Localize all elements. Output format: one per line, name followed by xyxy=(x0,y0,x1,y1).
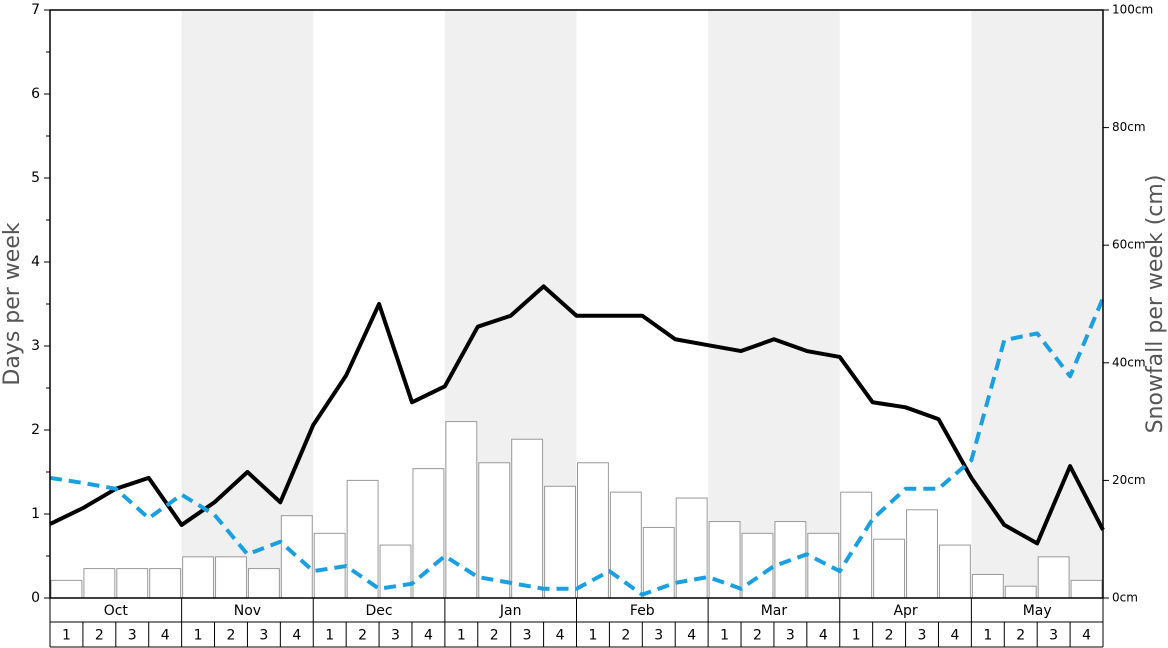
y-tick-label: 1 xyxy=(31,506,40,522)
x-tick-label: 2 xyxy=(621,628,630,644)
x-tick-label: 3 xyxy=(391,628,400,644)
x-tick-label: 2 xyxy=(753,628,762,644)
y2-tick-label: 40cm xyxy=(1112,355,1146,369)
month-label: Oct xyxy=(104,603,129,619)
month-label: May xyxy=(1023,603,1052,619)
x-tick-label: 1 xyxy=(983,628,992,644)
month-label: Feb xyxy=(630,603,655,619)
x-tick-label: 1 xyxy=(194,628,203,644)
x-tick-label: 2 xyxy=(1016,628,1025,644)
month-label: Dec xyxy=(366,603,393,619)
line xyxy=(49,284,1105,546)
bar xyxy=(511,438,544,599)
y2-tick-label: 20cm xyxy=(1112,473,1146,487)
bar xyxy=(445,421,478,599)
bar xyxy=(379,544,412,599)
x-tick-label: 1 xyxy=(588,628,597,644)
x-tick-label: 3 xyxy=(259,628,268,644)
x-tick-label: 2 xyxy=(227,628,236,644)
month-band xyxy=(708,10,840,598)
month-label: Nov xyxy=(234,603,261,619)
bar xyxy=(906,509,938,599)
month-label: Jan xyxy=(499,603,522,619)
y-axis-title: Days per week xyxy=(0,222,25,385)
bar xyxy=(1037,556,1070,599)
bar xyxy=(741,532,774,599)
bar xyxy=(971,573,1004,599)
bar xyxy=(1004,585,1037,599)
x-tick-label: 3 xyxy=(654,628,663,644)
x-tick-label: 2 xyxy=(885,628,894,644)
x-tick-label: 4 xyxy=(424,628,433,644)
bar xyxy=(412,468,445,599)
x-tick-label: 4 xyxy=(161,628,170,644)
bar xyxy=(83,568,116,599)
x-tick-label: 1 xyxy=(852,628,861,644)
line xyxy=(49,297,1105,597)
bar xyxy=(215,556,247,599)
bar xyxy=(50,579,83,599)
x-tick-label: 1 xyxy=(720,628,729,644)
bar xyxy=(609,491,642,599)
month-label: Apr xyxy=(893,603,917,619)
x-tick-label: 4 xyxy=(950,628,959,644)
month-label: Mar xyxy=(761,603,788,619)
y2-tick-label: 0cm xyxy=(1112,591,1138,605)
bar xyxy=(873,538,906,599)
bar xyxy=(1070,579,1103,599)
x-tick-label: 2 xyxy=(95,628,104,644)
x-tick-label: 3 xyxy=(128,628,137,644)
y2-axis-title: Snowfall per week (cm) xyxy=(1143,175,1168,434)
y-tick-label: 0 xyxy=(31,590,40,606)
x-tick-label: 4 xyxy=(556,628,565,644)
x-tick-label: 3 xyxy=(786,628,795,644)
bar xyxy=(807,532,840,599)
bar xyxy=(247,568,280,599)
bar xyxy=(116,568,149,599)
x-tick-label: 1 xyxy=(325,628,334,644)
x-tick-label: 4 xyxy=(292,628,301,644)
x-tick-label: 3 xyxy=(1049,628,1058,644)
x-tick-label: 4 xyxy=(687,628,696,644)
x-tick-label: 4 xyxy=(819,628,828,644)
y2-tick-label: 80cm xyxy=(1112,120,1146,134)
month-band xyxy=(181,10,314,598)
bar xyxy=(938,544,971,599)
y-tick-label: 5 xyxy=(31,170,40,186)
x-tick-label: 1 xyxy=(457,628,466,644)
month-band xyxy=(971,10,1103,598)
x-tick-label: 3 xyxy=(918,628,927,644)
y-tick-label: 4 xyxy=(31,254,40,270)
y-tick-label: 2 xyxy=(31,422,40,438)
x-tick-label: 3 xyxy=(523,628,532,644)
bar xyxy=(478,462,511,599)
y-tick-label: 3 xyxy=(31,338,40,354)
y-tick-label: 6 xyxy=(31,86,40,102)
y2-tick-label: 60cm xyxy=(1112,238,1146,252)
y-tick-label: 7 xyxy=(31,2,40,18)
bar xyxy=(544,485,576,599)
bar xyxy=(149,568,182,599)
y2-tick-label: 100cm xyxy=(1112,3,1153,17)
x-tick-label: 1 xyxy=(62,628,71,644)
bar xyxy=(182,556,215,599)
x-tick-label: 2 xyxy=(358,628,367,644)
x-tick-label: 2 xyxy=(490,628,499,644)
bar xyxy=(280,515,313,599)
bar xyxy=(346,479,379,599)
x-tick-label: 4 xyxy=(1082,628,1091,644)
